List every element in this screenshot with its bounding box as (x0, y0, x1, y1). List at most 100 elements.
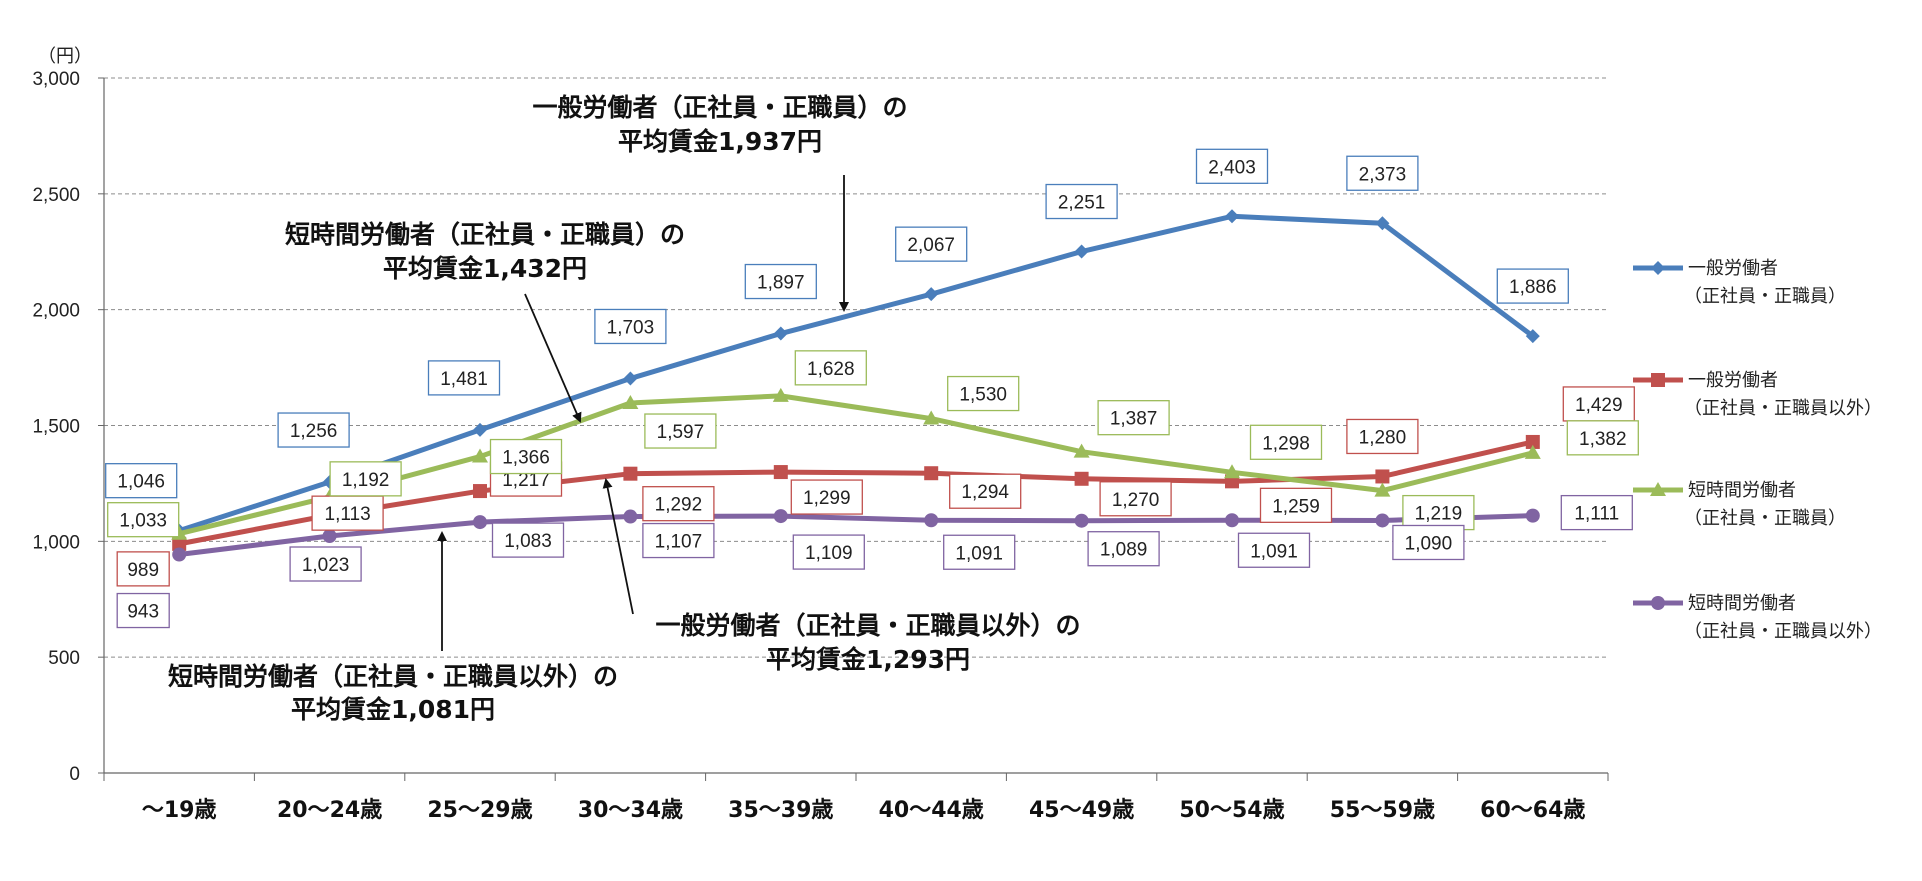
data-point-general-regular (1525, 329, 1540, 344)
data-label: 1,083 (504, 531, 552, 552)
x-tick-label: 50～54歳 (1179, 798, 1284, 823)
annotation-line2: 平均賃金1,937円 (618, 127, 822, 156)
data-label: 2,403 (1208, 157, 1256, 178)
data-label-box (947, 375, 1020, 412)
series-line-general-regular (178, 213, 1535, 534)
data-point-general-nonregular (1375, 469, 1390, 484)
data-point-general-regular (473, 422, 487, 437)
data-label-box (1560, 494, 1633, 531)
data-label: 1,090 (1405, 533, 1453, 554)
x-tick-label: 20～24歳 (277, 798, 382, 823)
data-label: 1,107 (655, 532, 703, 553)
data-label: 1,298 (1262, 433, 1310, 454)
y-tick-label: 500 (48, 648, 80, 669)
y-tick-label: 1,500 (32, 417, 80, 438)
y-unit-label: （円） (38, 46, 92, 67)
data-point-general-regular (1074, 244, 1089, 259)
data-label: 2,373 (1359, 164, 1407, 185)
data-label-box (642, 522, 715, 559)
data-label: 1,886 (1509, 277, 1557, 298)
data-label-box (1087, 531, 1160, 567)
data-label: 1,429 (1575, 395, 1623, 416)
data-label-box (1392, 524, 1465, 561)
data-point-parttime-regular (1374, 482, 1391, 497)
data-label: 1,113 (325, 504, 371, 525)
series-line-parttime-regular (178, 393, 1534, 537)
data-label: 1,023 (302, 555, 350, 576)
data-label-box (105, 463, 178, 499)
data-label-box (1259, 487, 1333, 523)
data-point-general-nonregular (473, 484, 487, 499)
data-label-box (1346, 418, 1419, 455)
data-label: 1,597 (657, 422, 705, 443)
data-point-parttime-regular (923, 410, 940, 425)
annotation-line1: 一般労働者（正社員・正職員）の (532, 93, 907, 122)
data-label: 1,256 (290, 421, 338, 442)
data-label-box (1045, 183, 1118, 220)
legend-swatch-marker (1651, 596, 1665, 610)
data-label-box (1237, 532, 1311, 568)
x-tick-label: 40～44歳 (879, 798, 984, 823)
data-label-box (1097, 400, 1170, 436)
data-label-box (895, 226, 968, 262)
data-label: 1,270 (1112, 490, 1160, 511)
data-label-box (644, 413, 717, 449)
data-label-box (116, 592, 170, 629)
data-label: 1,033 (119, 511, 167, 532)
data-label: 1,387 (1110, 409, 1158, 430)
data-label-box (949, 473, 1022, 509)
data-label: 1,111 (1574, 504, 1619, 525)
data-label-box (116, 551, 170, 587)
data-point-general-nonregular (1074, 471, 1089, 486)
x-tick-label: 55～59歳 (1330, 798, 1435, 823)
annotation-line2: 平均賃金1,293円 (766, 645, 970, 674)
data-point-parttime-nonregular (1074, 513, 1089, 528)
legend-swatch-marker (1650, 482, 1666, 496)
data-point-general-regular (773, 326, 788, 341)
x-tick-label: 30～34歳 (578, 798, 683, 823)
data-point-general-regular (623, 371, 638, 386)
data-point-parttime-nonregular (1225, 513, 1239, 528)
data-label: 1,628 (807, 359, 855, 380)
legend-label-sub: （正社員・正職員以外） (1684, 398, 1882, 419)
data-label: 989 (127, 560, 159, 581)
annotation-line1: 短時間労働者（正社員・正職員以外）の (168, 662, 618, 691)
data-label-box (792, 534, 865, 570)
data-label: 1,294 (961, 482, 1009, 503)
data-label: 1,091 (1250, 541, 1298, 562)
data-point-parttime-regular (622, 395, 639, 410)
data-label: 1,292 (655, 495, 703, 516)
data-point-general-regular (1225, 209, 1239, 224)
data-label-box (790, 479, 863, 515)
legend-label-sub: （正社員・正職員） (1684, 286, 1846, 307)
data-label: 1,046 (117, 472, 165, 493)
data-label-box (289, 546, 362, 582)
data-label: 1,382 (1579, 429, 1627, 450)
data-label-box (794, 350, 867, 386)
data-label-box (1562, 386, 1635, 422)
data-point-general-nonregular (623, 466, 638, 481)
data-label: 1,109 (805, 543, 853, 564)
data-label-box (1249, 424, 1323, 460)
data-point-parttime-regular (772, 387, 789, 402)
data-point-general-nonregular (924, 466, 939, 481)
legend-swatch-marker (1651, 261, 1665, 275)
data-label-box (642, 486, 715, 522)
y-tick-label: 2,500 (32, 185, 80, 206)
data-label: 1,897 (757, 273, 805, 294)
data-label-box (1566, 420, 1639, 456)
data-point-general-nonregular (773, 465, 788, 480)
data-label: 1,219 (1415, 504, 1463, 525)
legend-label: 一般労働者 (1688, 370, 1778, 391)
data-label-box (943, 534, 1016, 570)
data-label: 1,481 (440, 369, 488, 390)
data-point-parttime-nonregular (1375, 513, 1390, 528)
data-point-general-regular (924, 287, 939, 302)
legend-label: 一般労働者 (1688, 258, 1778, 279)
data-label: 2,251 (1058, 193, 1106, 214)
data-point-parttime-nonregular (473, 515, 487, 530)
data-point-parttime-regular (1224, 464, 1240, 479)
x-tick-label: ～19歳 (142, 798, 217, 823)
x-tick-label: 45～49歳 (1029, 798, 1134, 823)
